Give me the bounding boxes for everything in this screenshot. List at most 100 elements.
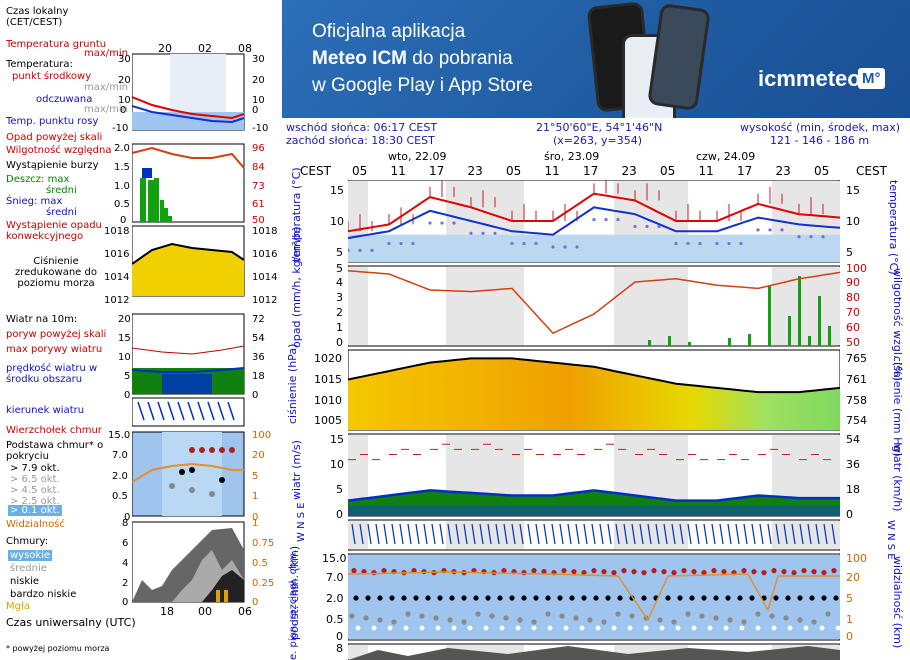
dew-point	[592, 218, 596, 222]
banner-brand: Meteo ICM	[312, 48, 407, 69]
cloud-base-dot	[769, 613, 775, 619]
cloud-base-dot	[803, 625, 809, 631]
legend-tick: -10	[252, 123, 269, 134]
legend-tick: 15.0	[108, 430, 131, 441]
wind-arrow	[775, 523, 780, 545]
legend-tick: 0	[124, 512, 131, 523]
cloud-base-dot	[659, 625, 665, 631]
wind-arrow	[567, 523, 572, 545]
cloud-base-dot	[451, 625, 457, 631]
precip-bar	[688, 342, 691, 346]
wind-arrow	[607, 523, 612, 545]
dew-point	[563, 245, 567, 249]
cloud-base-dot	[377, 617, 383, 623]
time-tick: 20	[158, 42, 172, 55]
cloud-base-dot	[349, 613, 355, 619]
cloud-base-dot	[739, 625, 745, 631]
legend-tick: 96	[252, 143, 265, 154]
legend-tick: 73	[252, 181, 265, 192]
cloud-base-dot	[825, 611, 831, 617]
feels-label: odczuwana	[36, 94, 93, 105]
cloud-base-dot	[353, 595, 359, 601]
cloud-top-dot	[631, 569, 637, 575]
cloud-base-dot	[401, 595, 407, 601]
cloud-top-dot	[651, 568, 657, 574]
snow-label: Śnieg: max	[6, 196, 63, 207]
cloud-base-dot	[405, 611, 411, 617]
legend-tick: 1014	[252, 272, 278, 283]
cloud-top-dot	[761, 570, 767, 576]
dew-point	[510, 241, 514, 246]
temp-ylabel-r: temperatura (°C)	[887, 180, 900, 275]
cloud-base-dot	[601, 619, 607, 625]
wind-arrow	[407, 523, 412, 545]
hum-tick: 60	[846, 321, 860, 334]
wind-arrow	[575, 523, 580, 545]
cloud-top-dot	[801, 568, 807, 574]
dew-point	[739, 241, 743, 246]
c-low: niskie	[10, 576, 40, 587]
vis-ylabel: widzialność (km)	[891, 556, 904, 649]
humidity-label: Wilgotność względna	[6, 145, 112, 156]
cloud-base-dot	[833, 595, 839, 601]
legend-tick: 5	[124, 371, 131, 382]
legend-tick: 1	[252, 518, 259, 529]
dew-point	[481, 231, 485, 235]
wind-r-tick: 36	[846, 458, 860, 471]
legend-tick: 20	[252, 450, 265, 461]
legend-tick: 18	[252, 371, 265, 382]
wind-arrow	[431, 523, 436, 545]
gust-sky: poryw powyżej skali	[6, 329, 107, 340]
c-vlow: bardzo niskie	[10, 589, 77, 600]
cloud-base-dot	[629, 613, 635, 619]
cloud-top-dot	[541, 569, 547, 575]
cloud-base-dot	[771, 625, 777, 631]
cloud-top-dot	[721, 569, 727, 575]
cloud-top-dot	[711, 568, 717, 574]
wind-arrow	[439, 523, 444, 545]
cloud-base-dot	[783, 615, 789, 621]
precip-bar	[748, 334, 751, 346]
wind-arrow	[719, 523, 724, 545]
temp-label: Temperatura:	[6, 59, 73, 70]
wind-r-tick: 18	[846, 483, 860, 496]
cloud-base-dot	[595, 625, 601, 631]
dew-point	[715, 241, 719, 246]
legend-tick: 0	[120, 105, 127, 116]
legend-tick: 1	[252, 491, 259, 502]
cloud-base-dot	[419, 625, 425, 631]
cloud-base-dot	[467, 625, 473, 631]
wind-arrow	[631, 523, 636, 545]
precip-bar	[768, 286, 771, 346]
wind-arrow	[695, 523, 700, 545]
cloud-top-dot	[531, 568, 537, 574]
legend-tick: 0.25	[252, 578, 275, 589]
temp-band	[348, 234, 840, 262]
dew-point	[727, 241, 731, 246]
fog-label: Mgła	[6, 601, 30, 612]
temp-tick: 10	[846, 215, 860, 228]
cloud-base-dot	[657, 617, 663, 623]
cloud-base-dot	[665, 595, 671, 601]
temp-max: max/min	[84, 82, 129, 93]
hum-tick: 70	[846, 306, 860, 319]
dew-point	[657, 224, 661, 229]
legend-tick: 1012	[104, 295, 130, 306]
cloud-top-dot	[561, 568, 567, 574]
phone-image	[647, 3, 711, 111]
legend-tick: -10	[112, 123, 129, 134]
wind-arrow	[495, 523, 500, 545]
cloud-tick: 7.0	[326, 571, 344, 584]
wind-label: Wiatr na 10m:	[6, 314, 78, 325]
cloud-base-dot	[749, 595, 755, 601]
cloud-base-dot	[723, 625, 729, 631]
legend-tick: 1018	[104, 226, 130, 237]
cloud-base-dot	[461, 595, 467, 601]
cloud-base-dot	[447, 617, 453, 623]
wind-arrow	[671, 523, 676, 545]
legend-tick: 15	[118, 333, 131, 344]
dew-point	[633, 224, 637, 229]
app-banner[interactable]: Oficjalna aplikacja Meteo ICM do pobrani…	[282, 0, 910, 118]
dew-point	[440, 221, 444, 225]
visibility-label: Widzialność	[6, 519, 65, 530]
